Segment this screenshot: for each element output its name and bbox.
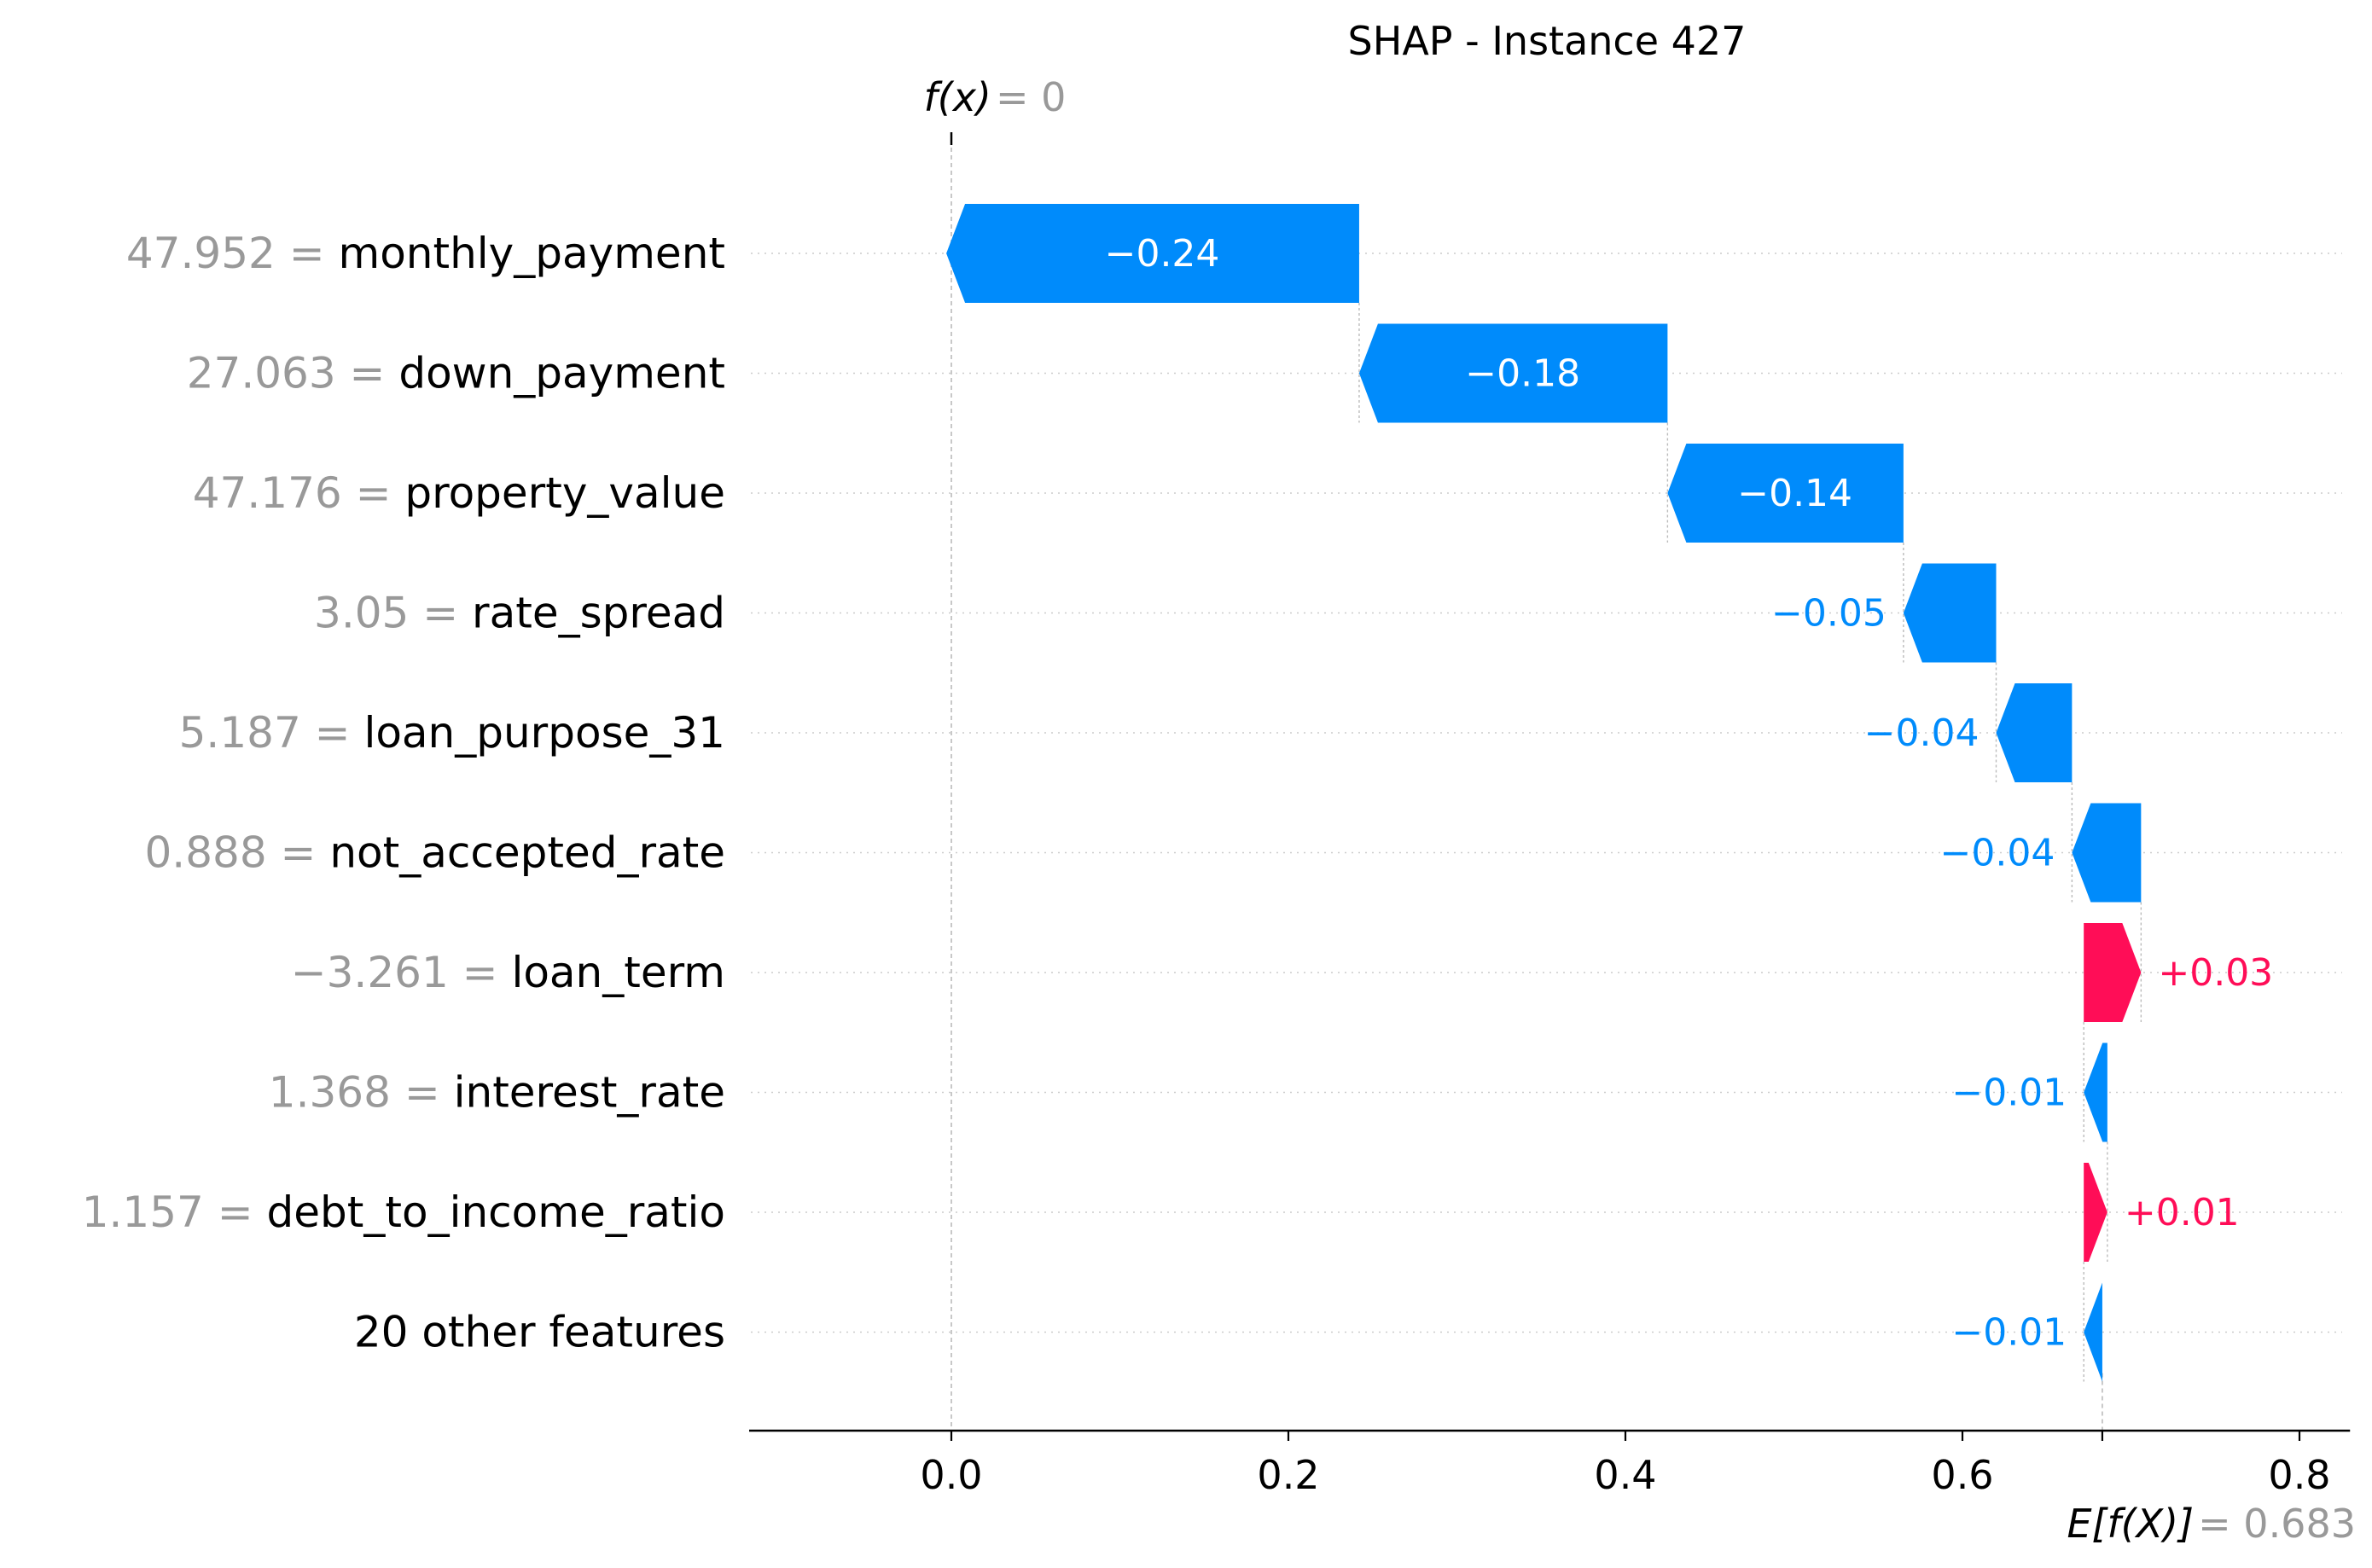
feature-name: not_accepted_rate bbox=[329, 828, 725, 878]
shap-bar-7 bbox=[2084, 1042, 2107, 1142]
shap-bar-8 bbox=[2084, 1163, 2107, 1262]
shap-bar-3 bbox=[1903, 563, 1997, 663]
bar-value-label-9: −0.01 bbox=[1951, 1311, 2067, 1355]
fx-value: 0 bbox=[1041, 74, 1066, 120]
shap-bar-4 bbox=[1996, 683, 2073, 782]
feature-value: 1.157 = bbox=[82, 1188, 267, 1237]
shap-bar-6 bbox=[2084, 923, 2142, 1022]
bar-value-label-3: −0.05 bbox=[1771, 592, 1887, 636]
x-tick-label: 0.2 bbox=[1257, 1452, 1319, 1498]
feature-value: 5.187 = bbox=[179, 708, 364, 758]
feature-label-0: 47.952 = monthly_payment bbox=[126, 229, 725, 278]
x-tick-label: 0.4 bbox=[1594, 1452, 1656, 1498]
feature-value: 47.952 = bbox=[126, 229, 339, 278]
feature-label-3: 3.05 = rate_spread bbox=[314, 589, 725, 638]
bar-value-label-4: −0.04 bbox=[1864, 711, 1980, 755]
efx-value: 0.683 bbox=[2243, 1501, 2356, 1547]
shap-bar-1 bbox=[1358, 323, 1668, 423]
feature-name: property_value bbox=[404, 468, 725, 518]
feature-label-2: 47.176 = property_value bbox=[193, 468, 725, 518]
feature-value: 3.05 = bbox=[314, 589, 472, 638]
shap-bar-9 bbox=[2084, 1282, 2102, 1382]
shap-bar-0 bbox=[946, 204, 1359, 303]
feature-value: 27.063 = bbox=[187, 349, 399, 398]
feature-name: debt_to_income_ratio bbox=[267, 1188, 725, 1237]
feature-label-1: 27.063 = down_payment bbox=[187, 349, 725, 398]
efx-equals: = bbox=[2198, 1501, 2243, 1547]
shap-bar-5 bbox=[2072, 803, 2142, 903]
x-axis: 0.0 0.2 0.4 0.6 0.8 bbox=[749, 1429, 2351, 1498]
efx-annotation: E[f(X)] = 0.683 bbox=[2067, 1501, 2356, 1547]
efx-label: E[f(X)] bbox=[2067, 1501, 2194, 1547]
feature-name: monthly_payment bbox=[339, 229, 726, 278]
guide-layer bbox=[950, 132, 2142, 1431]
feature-name: loan_term bbox=[511, 948, 725, 997]
feature-name: rate_spread bbox=[472, 589, 725, 638]
feature-name: down_payment bbox=[398, 349, 725, 398]
feature-label-7: 1.368 = interest_rate bbox=[269, 1068, 725, 1118]
bar-value-label-6: +0.03 bbox=[2158, 951, 2273, 995]
feature-value: −3.261 = bbox=[291, 948, 512, 997]
feature-value: 1.368 = bbox=[269, 1068, 454, 1118]
label-layer: −0.24 47.952 = monthly_payment −0.18 27.063… bbox=[82, 229, 2273, 1357]
bar-value-label-1: −0.18 bbox=[1465, 352, 1580, 396]
x-tick-label: 0.6 bbox=[1931, 1452, 1993, 1498]
fx-label: f(x) bbox=[924, 74, 991, 120]
bar-value-label-2: −0.14 bbox=[1737, 472, 1852, 515]
feature-label-9: 20 other features bbox=[354, 1308, 725, 1357]
feature-name: 20 other features bbox=[354, 1308, 725, 1357]
fx-annotation: f(x) = 0 bbox=[924, 74, 1067, 120]
feature-label-6: −3.261 = loan_term bbox=[291, 948, 725, 997]
shap-bar-2 bbox=[1667, 444, 1904, 543]
bar-layer bbox=[946, 204, 2142, 1382]
feature-value: 0.888 = bbox=[145, 828, 330, 878]
fx-equals: = bbox=[996, 74, 1041, 120]
bar-value-label-8: +0.01 bbox=[2125, 1191, 2240, 1234]
feature-label-8: 1.157 = debt_to_income_ratio bbox=[82, 1188, 725, 1237]
feature-label-4: 5.187 = loan_purpose_31 bbox=[179, 708, 725, 758]
x-tick-label: 0.0 bbox=[920, 1452, 982, 1498]
feature-name: loan_purpose_31 bbox=[363, 708, 725, 758]
bar-value-label-5: −0.04 bbox=[1940, 832, 2055, 875]
feature-name: interest_rate bbox=[454, 1068, 725, 1118]
x-tick-label: 0.8 bbox=[2268, 1452, 2330, 1498]
bar-value-label-0: −0.24 bbox=[1105, 232, 1220, 276]
chart-title: SHAP - Instance 427 bbox=[1348, 18, 1747, 64]
feature-value: 47.176 = bbox=[193, 468, 405, 518]
feature-label-5: 0.888 = not_accepted_rate bbox=[145, 828, 726, 878]
bar-value-label-7: −0.01 bbox=[1951, 1071, 2067, 1115]
